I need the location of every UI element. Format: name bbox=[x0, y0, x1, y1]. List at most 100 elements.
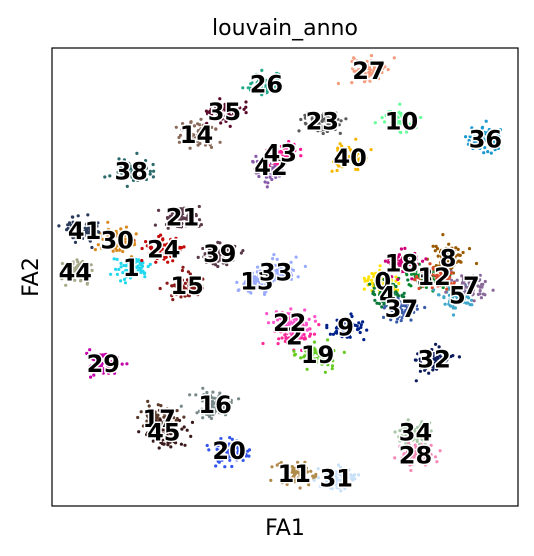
data-point bbox=[177, 281, 181, 285]
data-point bbox=[330, 367, 334, 371]
data-point bbox=[280, 84, 284, 88]
data-point bbox=[428, 350, 432, 354]
data-point bbox=[204, 109, 208, 113]
data-point bbox=[223, 441, 227, 445]
data-point bbox=[183, 281, 187, 285]
data-point bbox=[423, 305, 427, 310]
data-point bbox=[336, 81, 340, 86]
data-point bbox=[206, 125, 210, 129]
cluster-22-points bbox=[265, 307, 317, 337]
data-point bbox=[478, 273, 482, 277]
data-point bbox=[244, 100, 248, 104]
data-point bbox=[91, 234, 95, 238]
data-point bbox=[277, 72, 281, 76]
data-point bbox=[408, 424, 412, 428]
data-point bbox=[148, 241, 152, 245]
data-point bbox=[181, 288, 185, 292]
data-point bbox=[488, 140, 492, 144]
data-point bbox=[317, 351, 321, 355]
data-point bbox=[228, 124, 232, 128]
data-point bbox=[335, 156, 339, 160]
data-point bbox=[376, 77, 381, 81]
data-point bbox=[363, 156, 367, 160]
cluster-label-36: 36 bbox=[469, 126, 502, 154]
data-point bbox=[283, 162, 287, 166]
data-point bbox=[464, 285, 468, 289]
data-point bbox=[140, 175, 144, 179]
data-point bbox=[344, 150, 348, 154]
data-point bbox=[395, 299, 399, 303]
data-point bbox=[477, 143, 481, 147]
data-point bbox=[472, 299, 476, 303]
data-point bbox=[331, 359, 335, 363]
data-point bbox=[201, 246, 205, 251]
data-point bbox=[98, 234, 102, 238]
data-point bbox=[251, 159, 255, 164]
data-point bbox=[397, 281, 401, 286]
data-point bbox=[456, 294, 460, 298]
data-point bbox=[400, 434, 404, 438]
data-point bbox=[231, 253, 235, 257]
data-point bbox=[227, 244, 231, 248]
data-point bbox=[194, 136, 198, 140]
data-point bbox=[273, 164, 277, 168]
data-point bbox=[268, 150, 272, 154]
data-point bbox=[348, 158, 352, 163]
data-point bbox=[435, 276, 439, 281]
data-point bbox=[380, 70, 384, 75]
data-point bbox=[404, 266, 408, 270]
data-point bbox=[358, 330, 362, 335]
data-point bbox=[158, 249, 162, 253]
data-point bbox=[430, 286, 434, 290]
data-point bbox=[421, 284, 425, 288]
data-point bbox=[163, 408, 167, 412]
data-point bbox=[402, 259, 406, 263]
data-point bbox=[452, 291, 456, 295]
data-point bbox=[325, 480, 329, 484]
data-point bbox=[157, 429, 162, 433]
data-point bbox=[280, 150, 284, 154]
data-point bbox=[213, 444, 218, 448]
data-point bbox=[271, 271, 275, 275]
data-point bbox=[477, 137, 481, 141]
data-point bbox=[74, 236, 78, 240]
data-point bbox=[413, 443, 417, 447]
data-point bbox=[327, 483, 332, 487]
data-point bbox=[81, 261, 85, 265]
data-point bbox=[363, 279, 367, 283]
data-point bbox=[334, 326, 339, 330]
data-point bbox=[454, 246, 458, 250]
data-point bbox=[272, 253, 276, 257]
data-point bbox=[146, 264, 150, 269]
data-point bbox=[131, 237, 135, 241]
data-point bbox=[302, 326, 306, 331]
data-point bbox=[211, 413, 215, 417]
data-point bbox=[205, 121, 209, 125]
data-point bbox=[440, 358, 444, 362]
data-point bbox=[415, 307, 419, 311]
data-point bbox=[151, 162, 155, 167]
cluster-34-points bbox=[393, 418, 433, 456]
data-point bbox=[117, 170, 121, 174]
data-point bbox=[413, 449, 417, 454]
data-point bbox=[386, 280, 390, 284]
data-point bbox=[233, 115, 237, 119]
y-axis-label: FA2 bbox=[19, 257, 44, 297]
data-point bbox=[204, 256, 208, 260]
data-point bbox=[117, 239, 121, 243]
data-point bbox=[275, 162, 280, 166]
data-point bbox=[167, 413, 171, 418]
data-point bbox=[325, 326, 329, 330]
data-point bbox=[335, 168, 339, 173]
data-point bbox=[74, 265, 78, 269]
data-point bbox=[477, 132, 481, 136]
data-point bbox=[200, 407, 204, 411]
data-point bbox=[410, 453, 415, 457]
data-point bbox=[255, 270, 259, 274]
data-point bbox=[335, 329, 339, 333]
data-point bbox=[185, 293, 189, 297]
data-point bbox=[456, 291, 460, 295]
cluster-24-points bbox=[132, 233, 186, 264]
data-point bbox=[189, 434, 193, 438]
data-point bbox=[125, 175, 129, 179]
